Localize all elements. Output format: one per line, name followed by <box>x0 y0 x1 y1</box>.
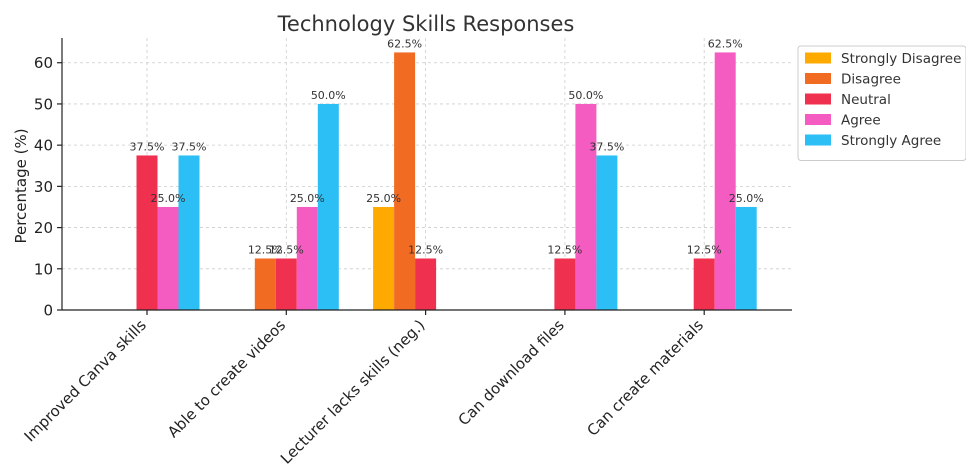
bar-value-label: 12.5% <box>547 243 582 256</box>
bar-value-label: 25.0% <box>366 192 401 205</box>
bar <box>296 206 318 310</box>
bar-value-label: 37.5% <box>172 140 207 153</box>
bar-value-label: 25.0% <box>151 192 186 205</box>
bar <box>714 52 736 310</box>
legend-swatch <box>805 52 831 64</box>
x-tick-label: Able to create videos <box>164 316 289 441</box>
chart-title: Technology Skills Responses <box>277 12 575 36</box>
bar <box>178 155 200 310</box>
x-tick-label: Lecturer lacks skills (neg.) <box>277 316 428 467</box>
bar <box>735 206 757 310</box>
x-tick-label: Improved Canva skills <box>21 316 150 445</box>
bar-value-label: 62.5% <box>387 37 422 50</box>
bars <box>136 52 757 310</box>
bar-value-label: 37.5% <box>589 140 624 153</box>
legend-swatch <box>805 134 831 146</box>
bar-value-label: 37.5% <box>130 140 165 153</box>
bar <box>373 206 395 310</box>
bar-value-label: 62.5% <box>708 37 743 50</box>
y-tick-label: 40 <box>34 137 53 155</box>
legend-swatch <box>805 114 831 125</box>
y-tick-label: 50 <box>34 95 53 113</box>
bar <box>254 258 276 310</box>
bar <box>157 206 179 310</box>
data-labels: 25.0%12.5%62.5%37.5%12.5% 12.5% 12.5% 12.5%… <box>130 37 764 256</box>
y-tick-label: 0 <box>43 302 53 320</box>
bar <box>317 103 339 310</box>
bar-value-label: 12.5% <box>248 243 283 256</box>
bar <box>394 52 416 310</box>
x-tick-label: Can download files <box>455 316 568 429</box>
y-tick-label: 30 <box>34 178 53 196</box>
y-axis-label: Percentage (%) <box>12 128 30 243</box>
legend-label: Strongly Agree <box>841 133 941 149</box>
bar-value-label: 12.5% <box>687 243 722 256</box>
x-tick-label: Can create materials <box>583 316 707 440</box>
bar <box>575 103 597 310</box>
y-tick-label: 60 <box>34 54 53 72</box>
bar-value-label: 50.0% <box>311 89 346 102</box>
bar <box>136 155 158 310</box>
legend-label: Strongly Disagree <box>841 51 961 67</box>
y-tick-label: 20 <box>34 219 53 237</box>
legend-swatch <box>805 73 831 84</box>
bar-value-label: 25.0% <box>729 192 764 205</box>
bar <box>554 258 576 310</box>
y-tick-labels: 0 10 20 30 40 50 60 <box>34 54 62 320</box>
bar <box>275 258 297 310</box>
bar-value-label: 50.0% <box>568 89 603 102</box>
legend: Strongly Disagree Disagree Neutral Agree Str… <box>797 45 966 161</box>
bar-value-label: 25.0% <box>290 192 325 205</box>
legend-label: Disagree <box>841 72 901 88</box>
legend-label: Agree <box>841 113 881 129</box>
bar <box>596 155 618 310</box>
y-tick-label: 10 <box>34 260 53 278</box>
bar <box>693 258 715 310</box>
legend-swatch <box>805 93 831 105</box>
bar-value-label: 12.5% <box>408 243 443 256</box>
bar <box>415 258 437 310</box>
x-tick-labels: Improved Canva skills Able to create vide… <box>21 310 707 468</box>
legend-label: Neutral <box>841 92 891 108</box>
axes <box>61 38 792 311</box>
bar-value-label: 12.5% <box>269 243 304 256</box>
legend-box <box>797 45 966 161</box>
